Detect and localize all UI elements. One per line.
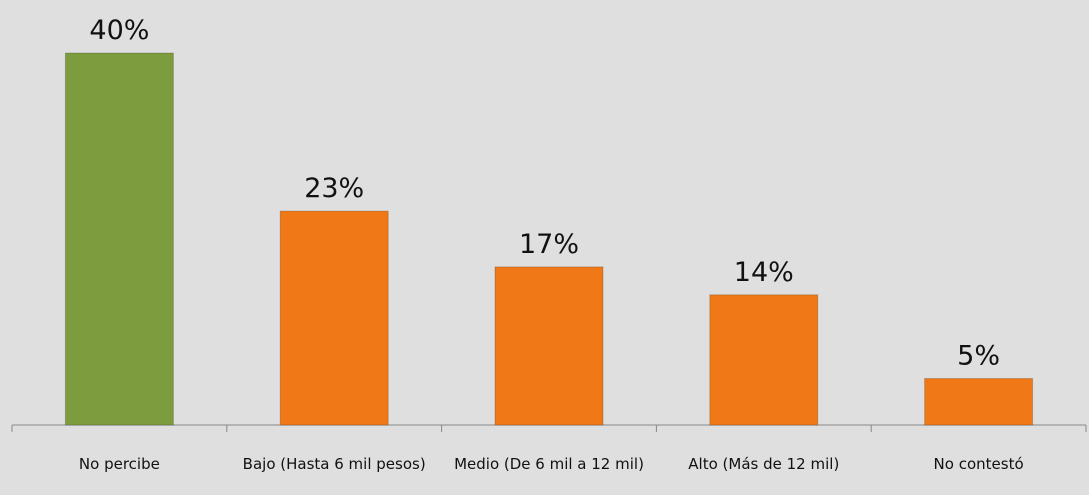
bar xyxy=(709,294,819,426)
value-label: 23% xyxy=(304,173,364,204)
bar xyxy=(924,378,1034,426)
bar xyxy=(64,52,174,426)
bar xyxy=(494,266,604,426)
value-label: 40% xyxy=(89,15,149,46)
value-label: 5% xyxy=(957,341,1000,372)
x-tick-label: Medio (De 6 mil a 12 mil) xyxy=(454,455,644,473)
value-label: 14% xyxy=(734,257,794,288)
x-tick-label: Bajo (Hasta 6 mil pesos) xyxy=(242,455,426,473)
x-tick-label: No contestó xyxy=(933,455,1024,473)
bar xyxy=(279,210,389,426)
value-label: 17% xyxy=(519,229,579,260)
x-tick-label: Alto (Más de 12 mil) xyxy=(688,455,840,473)
x-tick-label: No percibe xyxy=(78,455,160,473)
